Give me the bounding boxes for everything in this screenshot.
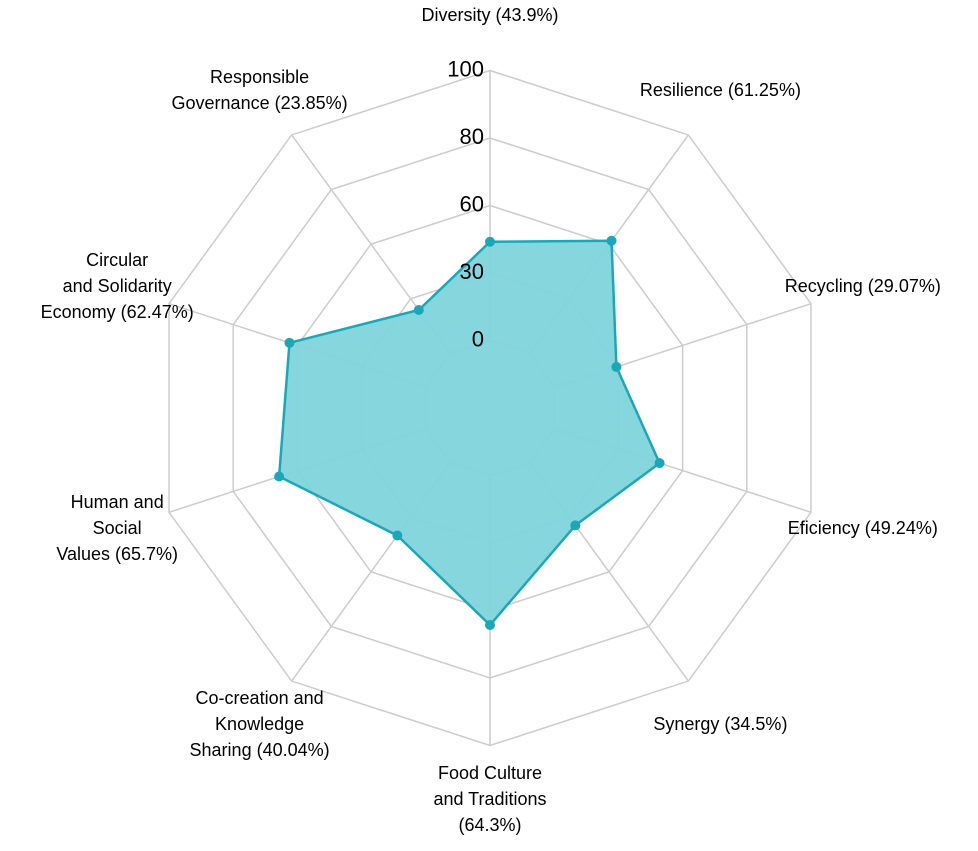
category-label: Food Culture and Traditions (64.3%) xyxy=(433,763,546,835)
category-label: Resilience (61.25%) xyxy=(640,80,801,100)
category-label-line: Economy (62.47%) xyxy=(41,302,194,322)
category-label: Co-creation and Knowledge Sharing (40.04%) xyxy=(190,688,330,760)
category-label-line: Synergy (34.5%) xyxy=(653,714,787,734)
data-point xyxy=(413,304,424,315)
category-label-line: Knowledge xyxy=(215,714,304,734)
category-label-line: and Traditions xyxy=(433,789,546,809)
category-label: Diversity (43.9%) xyxy=(421,5,558,25)
category-label-line: Co-creation and xyxy=(196,688,324,708)
category-label-line: Diversity (43.9%) xyxy=(421,5,558,25)
data-point xyxy=(611,361,622,372)
category-label: Responsible Governance (23.85%) xyxy=(172,67,348,113)
category-label: Synergy (34.5%) xyxy=(653,714,787,734)
category-label: Circular and Solidarity Economy (62.47%) xyxy=(41,250,194,322)
r-tick-label: 100 xyxy=(447,56,484,81)
data-point xyxy=(485,236,495,247)
category-label-line: Governance (23.85%) xyxy=(172,93,348,113)
r-tick-label: 60 xyxy=(460,191,484,216)
category-label-line: (64.3%) xyxy=(458,815,521,835)
category-label-line: Eficiency (49.24%) xyxy=(788,518,938,538)
category-label-line: Values (65.7%) xyxy=(56,544,178,564)
category-label: Recycling (29.07%) xyxy=(785,276,941,296)
data-point xyxy=(392,530,403,541)
data-point xyxy=(654,458,665,469)
category-label: Eficiency (49.24%) xyxy=(788,518,938,538)
category-label-line: Recycling (29.07%) xyxy=(785,276,941,296)
data-point xyxy=(606,235,617,246)
category-label-line: Resilience (61.25%) xyxy=(640,80,801,100)
r-tick-label: 30 xyxy=(460,259,484,284)
category-label-line: Sharing (40.04%) xyxy=(190,740,330,760)
category-label-line: and Solidarity xyxy=(63,276,172,296)
data-point xyxy=(570,520,581,531)
category-label-line: Food Culture xyxy=(438,763,542,783)
category-label-line: Human and xyxy=(71,492,164,512)
category-label-line: Circular xyxy=(86,250,148,270)
r-tick-label: 0 xyxy=(472,326,484,351)
data-point xyxy=(284,337,295,348)
r-tick-label: 80 xyxy=(460,124,484,149)
data-point xyxy=(485,620,495,631)
category-label: Human and Social Values (65.7%) xyxy=(56,492,178,564)
data-point xyxy=(274,471,285,482)
category-label-line: Responsible xyxy=(210,67,309,87)
category-label-line: Social xyxy=(93,518,142,538)
data-area xyxy=(277,239,662,627)
